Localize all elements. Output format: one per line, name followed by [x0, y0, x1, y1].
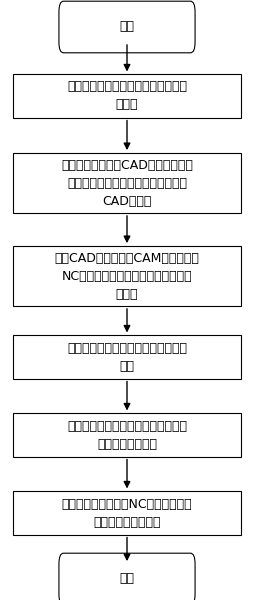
FancyBboxPatch shape — [13, 413, 241, 457]
Text: 开始: 开始 — [119, 20, 135, 34]
FancyBboxPatch shape — [13, 153, 241, 213]
Text: 将待切割大型工件CAD文件按照分割
原则，分解成各横梁系统切割部分的
CAD子文件: 将待切割大型工件CAD文件按照分割 原则，分解成各横梁系统切割部分的 CAD子文… — [61, 158, 193, 208]
Text: 对各横梁系统的干涉区时间窗进行协
调处理以消除干涉: 对各横梁系统的干涉区时间窗进行协 调处理以消除干涉 — [67, 419, 187, 451]
FancyBboxPatch shape — [13, 491, 241, 535]
FancyBboxPatch shape — [59, 1, 195, 53]
Text: 协调处理结果写入各NC代码中，执行
无干涉的多切割过程: 协调处理结果写入各NC代码中，执行 无干涉的多切割过程 — [62, 497, 192, 529]
Text: 将各CAD子文件导入CAM软件中生成
NC文件，获得各横梁系统的走刀路径
的序列: 将各CAD子文件导入CAM软件中生成 NC文件，获得各横梁系统的走刀路径 的序列 — [55, 251, 199, 301]
FancyBboxPatch shape — [13, 74, 241, 118]
FancyBboxPatch shape — [13, 335, 241, 379]
Text: 结束: 结束 — [119, 572, 135, 586]
FancyBboxPatch shape — [59, 553, 195, 600]
Text: 对多横梁式水切割系统的加工区域过
行划分: 对多横梁式水切割系统的加工区域过 行划分 — [67, 80, 187, 112]
Text: 根据走刀路径的序列计算其对应的时
间窗: 根据走刀路径的序列计算其对应的时 间窗 — [67, 341, 187, 373]
FancyBboxPatch shape — [13, 246, 241, 306]
